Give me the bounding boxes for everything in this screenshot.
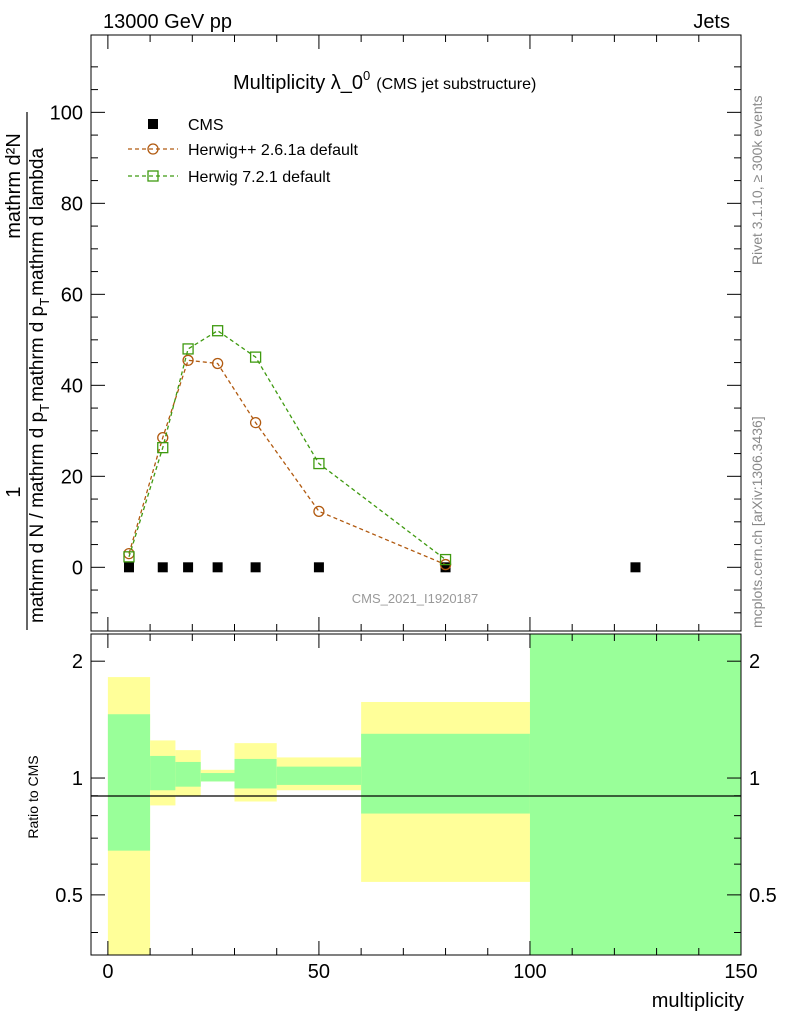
data-point-cms (440, 562, 451, 573)
ylabel-denominator: mathrm d N / mathrm d pTmathrm d pTmathr… (27, 148, 52, 623)
legend-marker-herwig7 (147, 170, 159, 182)
main-ytick-label: 80 (61, 193, 83, 215)
ratio-axis-ticks (91, 634, 742, 955)
ratio-ytick-label: 0.5 (55, 885, 83, 907)
ratio-band-inner (200, 773, 235, 782)
ylabel-numerator: 1 (3, 486, 25, 497)
main-ytick-label: 60 (61, 284, 83, 306)
series-line-herwigpp (128, 359, 446, 566)
ratio-ytick-label-right: 0.5 (749, 885, 777, 907)
energy-label: 13000 GeV pp (103, 11, 232, 33)
main-ytick-label: 0 (72, 557, 83, 579)
ratio-ytick-label-right: 1 (749, 768, 760, 790)
ylabel-mid: mathrm d p (27, 306, 48, 402)
ylabel-numerator-tail: mathrm d²N (3, 133, 25, 239)
rivet-label: Rivet 3.1.10, ≥ 300k events (749, 95, 765, 265)
ratio-ytick-label-right: 2 (749, 651, 760, 673)
legend: CMS Herwig++ 2.6.1a default Herwig 7.2.1… (128, 117, 358, 186)
data-point-herwig7 (313, 457, 325, 470)
data-point-herwig7 (211, 325, 224, 337)
ratio-band-inner (529, 634, 741, 955)
ratio-bands-layer (107, 634, 741, 955)
ratio-band-inner (361, 733, 530, 814)
mcplots-label: mcplots.cern.ch [arXiv:1306.3436] (749, 416, 765, 628)
main-ytick-label: 20 (61, 466, 83, 488)
data-point-cms (250, 562, 261, 573)
chart-subtitle: (CMS jet substructure) (376, 76, 536, 93)
ratio-band-inner (175, 761, 201, 787)
main-series-layer (123, 325, 641, 573)
data-point-herwigpp (313, 505, 325, 517)
ratio-band-inner (234, 758, 277, 789)
ratio-band-inner (107, 714, 151, 851)
data-point-cms (123, 562, 134, 573)
main-ytick-labels: 0 20 40 60 80 100 (50, 102, 83, 579)
data-point-cms (157, 562, 168, 573)
ratio-ylabel: Ratio to CMS (25, 755, 41, 838)
ratio-ytick-label: 2 (72, 651, 83, 673)
xtick-label: 0 (102, 961, 113, 983)
xtick-label: 150 (724, 961, 757, 983)
main-plot-frame (90, 34, 742, 632)
legend-marker-cms (148, 119, 158, 129)
category-label: Jets (693, 11, 730, 33)
xtick-label: 50 (308, 961, 330, 983)
chart-title-superscript: 0 (363, 68, 370, 83)
legend-label-herwigpp: Herwig++ 2.6.1a default (188, 142, 358, 159)
xtick-label: 100 (513, 961, 546, 983)
data-point-herwig7 (439, 553, 452, 566)
ratio-plot-panel: 0.5 0.5 1 1 2 2 0 50 100 150 (55, 633, 777, 983)
main-ylabel: 1 mathrm d²N mathrm d N / mathrm d pTmat… (3, 112, 52, 630)
ratio-ytick-label: 1 (72, 768, 83, 790)
main-ytick-label: 40 (61, 375, 83, 397)
ylabel-tail: mathrm d lambda (27, 148, 48, 296)
data-point-herwigpp (211, 357, 224, 370)
data-point-herwigpp (249, 416, 262, 429)
main-ytick-label: 100 (50, 102, 83, 124)
legend-label-cms: CMS (188, 117, 224, 134)
data-point-cms (313, 562, 324, 573)
ratio-band-inner (276, 766, 362, 785)
data-point-herwig7 (157, 442, 169, 454)
data-point-herwigpp (182, 354, 194, 366)
ratio-band-inner (150, 755, 176, 791)
ylabel-subscript: T (37, 404, 52, 412)
main-axis-ticks (91, 35, 742, 631)
data-point-cms (212, 562, 223, 573)
data-point-cms (183, 562, 194, 573)
ratio-plot-frame (90, 633, 742, 956)
data-point-cms (630, 562, 641, 573)
legend-label-herwig7: Herwig 7.2.1 default (188, 169, 331, 186)
analysis-label: CMS_2021_I1920187 (352, 591, 479, 606)
legend-marker-herwigpp (147, 143, 159, 155)
data-point-herwig7 (249, 351, 262, 363)
xaxis-label: multiplicity (652, 990, 744, 1012)
data-point-herwig7 (123, 551, 135, 563)
chart-title: Multiplicity λ_00(CMS jet substructure) (233, 68, 536, 94)
series-line-herwig7 (128, 329, 446, 561)
data-point-herwig7 (182, 343, 194, 355)
xtick-labels: 0 50 100 150 (102, 961, 757, 983)
ratio-ytick-labels: 0.5 0.5 1 1 2 2 (55, 651, 777, 907)
